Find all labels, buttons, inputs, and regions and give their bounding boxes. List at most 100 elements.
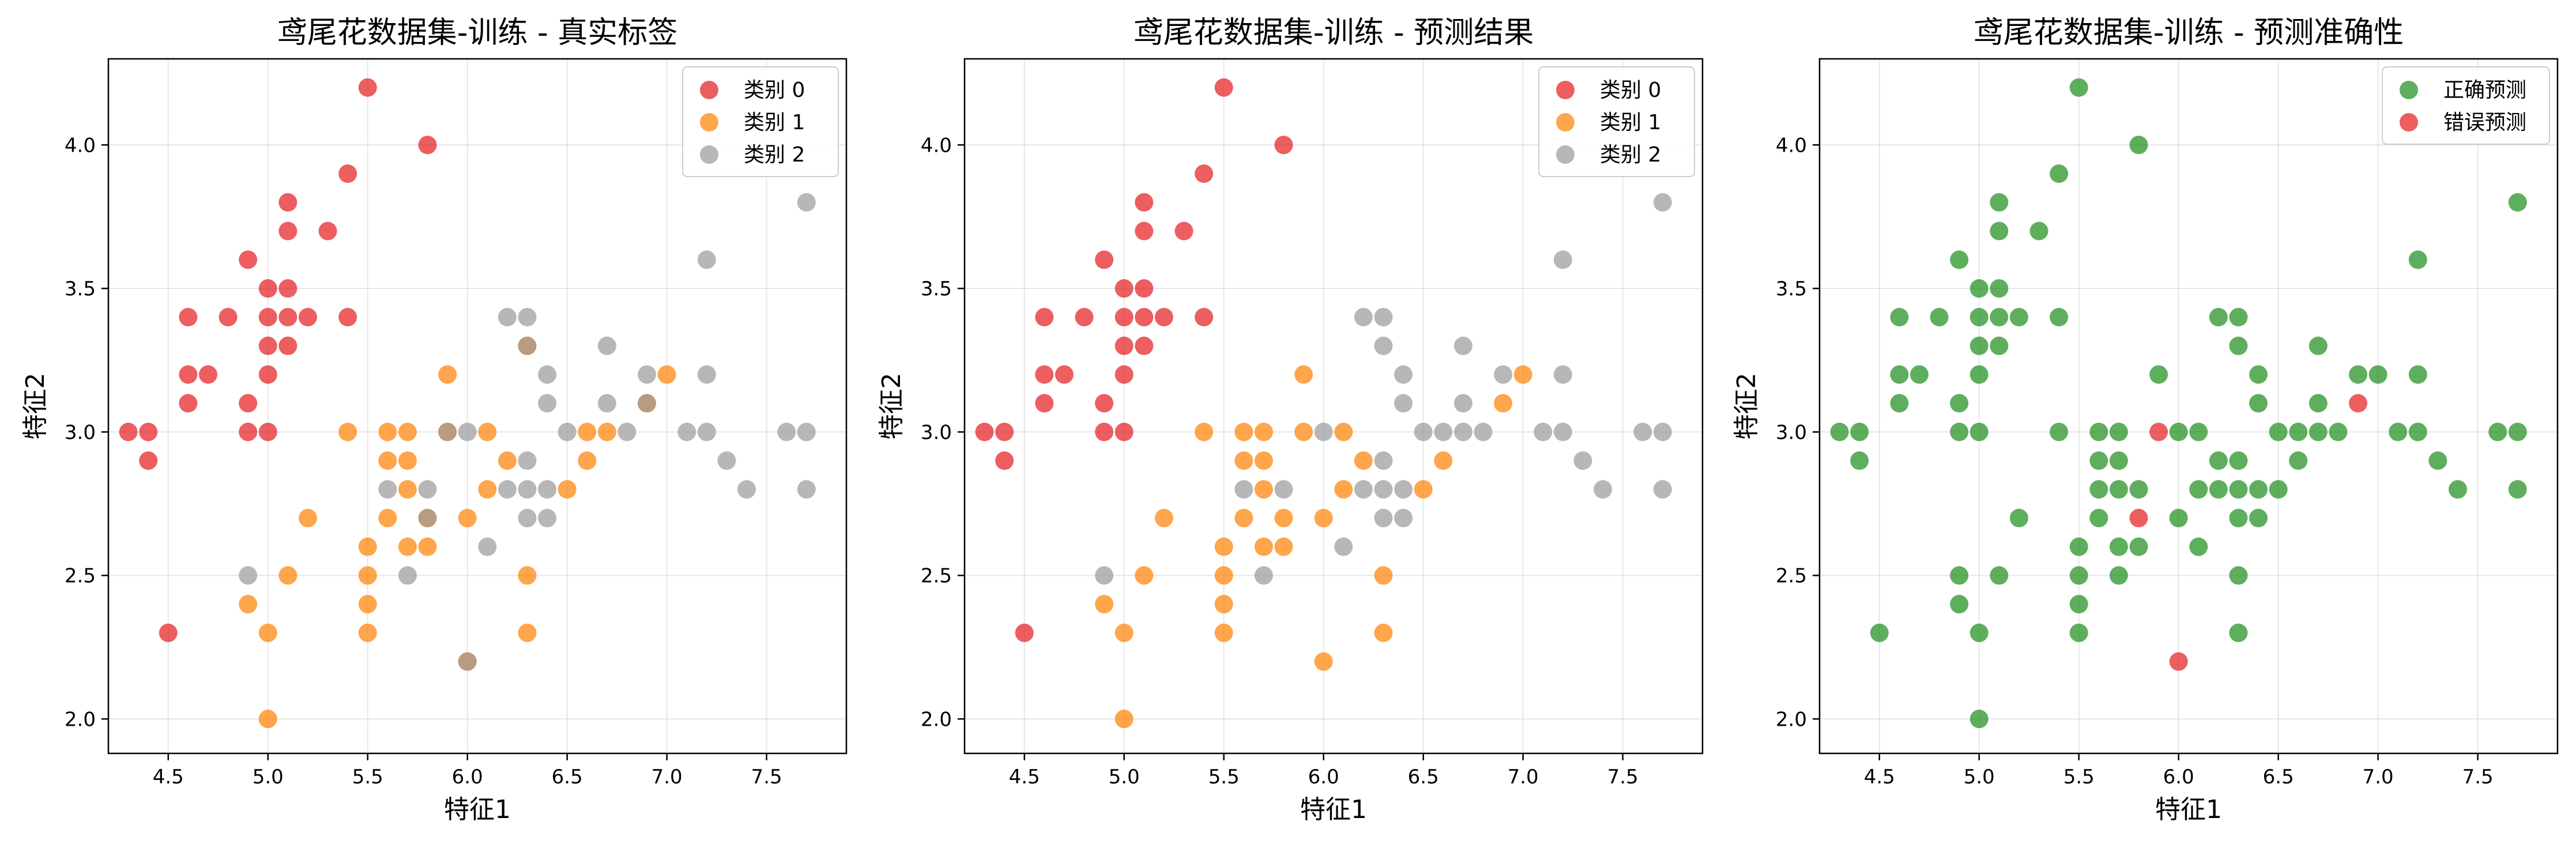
data-point xyxy=(777,422,796,441)
data-point xyxy=(1114,710,1133,729)
legend-marker xyxy=(700,81,718,99)
y-tick-label: 4.0 xyxy=(921,134,952,157)
data-point xyxy=(597,336,616,355)
x-tick-label: 5.5 xyxy=(1208,766,1240,789)
data-point xyxy=(1969,279,1989,298)
data-point xyxy=(1950,566,1969,585)
legend-marker xyxy=(1556,113,1575,132)
x-tick-label: 5.5 xyxy=(2063,766,2095,789)
data-point xyxy=(1394,509,1413,528)
data-point xyxy=(1314,652,1333,671)
data-point xyxy=(1114,307,1133,327)
data-point xyxy=(1234,509,1253,528)
x-tick-label: 5.0 xyxy=(1964,766,1995,789)
data-point xyxy=(239,394,258,413)
data-point xyxy=(2129,136,2148,155)
data-point xyxy=(1990,279,2009,298)
data-point xyxy=(2069,624,2088,643)
data-point xyxy=(298,307,317,327)
data-point xyxy=(1394,365,1413,384)
data-point xyxy=(2408,365,2427,384)
legend-marker xyxy=(1556,81,1575,99)
data-point xyxy=(2069,537,2088,556)
data-point xyxy=(258,710,277,729)
data-point xyxy=(2229,509,2248,528)
x-tick-label: 5.0 xyxy=(253,766,284,789)
data-point xyxy=(219,307,238,327)
data-point xyxy=(258,307,277,327)
data-point xyxy=(2269,422,2288,441)
data-point xyxy=(2508,193,2527,212)
data-point xyxy=(179,307,198,327)
data-point xyxy=(1135,279,1154,298)
data-point xyxy=(1254,422,1273,441)
data-point xyxy=(338,422,357,441)
data-point xyxy=(2508,480,2527,499)
x-tick-label: 4.5 xyxy=(153,766,184,789)
x-tick-label: 5.0 xyxy=(1109,766,1140,789)
data-point xyxy=(198,365,217,384)
data-point xyxy=(2050,307,2069,327)
y-axis-label: 特征2 xyxy=(877,373,906,440)
data-point xyxy=(1653,422,1672,441)
data-point xyxy=(159,624,178,643)
data-point xyxy=(1214,78,1233,97)
data-point xyxy=(358,566,377,585)
x-tick-label: 7.5 xyxy=(1607,766,1639,789)
data-point xyxy=(1075,307,1094,327)
series-1 xyxy=(119,78,437,643)
plot-frame xyxy=(107,58,848,755)
data-point xyxy=(2249,480,2268,499)
legend-box xyxy=(682,66,839,177)
data-point xyxy=(478,480,497,499)
data-point xyxy=(1334,537,1353,556)
data-point xyxy=(1095,394,1114,413)
data-point xyxy=(2428,451,2447,470)
legend-marker xyxy=(700,113,718,132)
data-point xyxy=(2209,451,2228,470)
data-point xyxy=(2129,509,2148,528)
x-tick-label: 6.5 xyxy=(2263,766,2294,789)
data-point xyxy=(1254,566,1273,585)
data-point xyxy=(458,422,477,441)
data-point xyxy=(1553,250,1572,269)
data-point xyxy=(498,451,517,470)
series-1 xyxy=(975,78,1293,643)
data-point xyxy=(1154,307,1173,327)
data-point xyxy=(498,480,517,499)
data-point xyxy=(1135,222,1154,241)
data-point xyxy=(1850,422,1869,441)
data-point xyxy=(179,394,198,413)
data-point xyxy=(1114,624,1133,643)
data-point xyxy=(1553,422,1572,441)
data-point xyxy=(2329,422,2348,441)
data-point xyxy=(398,480,417,499)
data-point xyxy=(1294,365,1313,384)
data-point xyxy=(358,595,377,614)
data-point xyxy=(518,566,537,585)
data-point xyxy=(1950,422,1969,441)
data-point xyxy=(2488,422,2507,441)
data-point xyxy=(558,422,577,441)
data-point xyxy=(258,624,277,643)
y-tick-label: 4.0 xyxy=(1776,134,1807,157)
data-point xyxy=(1850,451,1869,470)
series-3 xyxy=(1095,193,1672,585)
data-point xyxy=(1990,336,2009,355)
data-point xyxy=(1354,307,1373,327)
data-point xyxy=(2249,509,2268,528)
y-tick-label: 3.5 xyxy=(1776,277,1807,301)
x-tick-label: 6.5 xyxy=(552,766,583,789)
series-3 xyxy=(239,193,816,671)
legend-label: 类别 2 xyxy=(1600,143,1661,167)
data-point xyxy=(278,279,297,298)
x-tick-label: 4.5 xyxy=(1864,766,1895,789)
data-point xyxy=(1969,422,1989,441)
data-point xyxy=(1950,595,1969,614)
data-point xyxy=(538,394,557,413)
data-point xyxy=(717,451,736,470)
data-point xyxy=(1653,480,1672,499)
data-point xyxy=(2069,78,2088,97)
